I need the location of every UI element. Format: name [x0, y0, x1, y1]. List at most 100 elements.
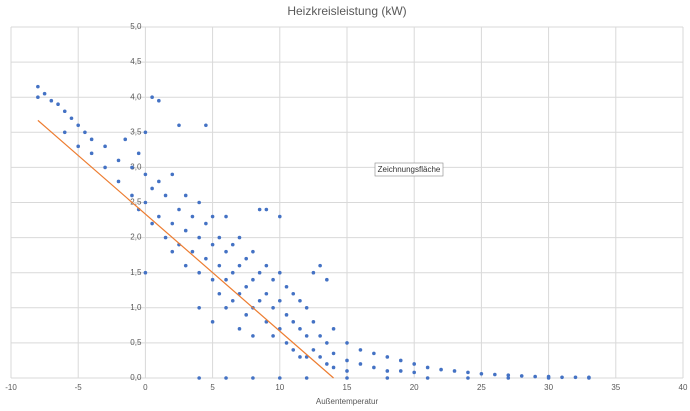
data-point	[69, 116, 74, 121]
data-point	[136, 151, 141, 156]
y-tick-label: 3,5	[130, 127, 142, 136]
data-point	[62, 130, 67, 135]
data-point	[425, 376, 430, 380]
data-point	[217, 263, 222, 268]
x-tick-label: 10	[275, 383, 284, 392]
data-point	[230, 298, 235, 303]
y-tick-label: 2,5	[130, 198, 142, 207]
data-point	[150, 186, 154, 191]
data-point	[103, 165, 107, 170]
x-tick-label: 30	[544, 383, 553, 392]
data-point	[210, 277, 215, 282]
data-point	[224, 306, 228, 310]
y-tick-label: 1,0	[130, 303, 142, 312]
data-point	[197, 235, 201, 240]
data-point	[257, 207, 262, 212]
data-point	[439, 367, 443, 372]
data-point	[479, 371, 484, 376]
x-tick-label: 35	[611, 383, 620, 392]
x-tick-label: -10	[5, 383, 17, 392]
data-point	[271, 334, 275, 338]
data-point	[345, 358, 349, 363]
data-point	[284, 284, 289, 289]
data-point	[170, 249, 175, 254]
tooltip: Zeichnungsfläche	[374, 162, 444, 177]
data-point	[237, 327, 242, 331]
x-tick-label: 0	[143, 383, 148, 392]
data-point	[157, 98, 161, 103]
data-point	[278, 214, 282, 219]
data-point	[345, 376, 349, 380]
y-tick-label: 0,0	[130, 373, 142, 382]
data-point	[49, 98, 54, 103]
data-point	[42, 91, 47, 96]
y-tick-label: 0,5	[130, 338, 142, 347]
data-point	[130, 193, 134, 198]
data-point	[325, 341, 329, 345]
data-point	[257, 298, 262, 303]
data-point	[466, 376, 470, 380]
data-point	[150, 95, 154, 99]
data-point	[103, 144, 107, 149]
data-point	[425, 365, 430, 370]
data-point	[264, 291, 269, 296]
data-point	[143, 130, 148, 135]
data-point	[116, 179, 121, 184]
data-point	[358, 348, 363, 352]
data-point	[251, 334, 255, 338]
data-point	[331, 351, 336, 356]
data-point	[298, 355, 302, 359]
data-point	[560, 375, 564, 380]
data-point	[210, 320, 215, 324]
data-point	[204, 221, 208, 226]
data-point	[224, 376, 228, 380]
data-point	[224, 277, 228, 282]
data-point	[318, 334, 322, 338]
data-point	[284, 341, 289, 345]
data-point	[157, 179, 161, 184]
data-point	[197, 200, 201, 205]
data-point	[519, 374, 524, 378]
data-point	[217, 291, 222, 296]
data-point	[83, 130, 87, 135]
x-tick-label: 20	[410, 383, 419, 392]
data-point	[298, 327, 302, 331]
data-point	[385, 355, 390, 359]
data-point	[345, 369, 349, 373]
data-point	[244, 284, 248, 289]
data-point	[123, 137, 128, 142]
data-point	[304, 376, 309, 380]
data-point	[304, 306, 309, 310]
data-point	[183, 228, 188, 233]
data-point	[183, 263, 188, 268]
data-point	[76, 144, 80, 149]
data-point	[230, 270, 235, 275]
data-point	[466, 370, 470, 375]
data-point	[311, 270, 316, 275]
data-point	[163, 193, 168, 198]
data-point	[56, 102, 60, 107]
data-point	[76, 123, 80, 128]
data-point	[398, 369, 403, 373]
data-point	[278, 376, 282, 380]
data-point	[237, 235, 242, 240]
y-tick-label: 2,0	[130, 233, 142, 242]
tooltip-text: Zeichnungsfläche	[378, 165, 441, 174]
data-point	[36, 95, 40, 99]
y-tick-label: 1,5	[130, 268, 142, 277]
data-point	[217, 235, 222, 240]
data-point	[143, 172, 148, 177]
data-point	[304, 334, 309, 338]
data-point	[587, 376, 591, 380]
data-point	[385, 369, 390, 373]
data-point	[298, 298, 302, 303]
data-point	[372, 351, 376, 356]
data-point	[177, 123, 181, 128]
data-point	[62, 109, 67, 114]
data-point	[190, 249, 195, 254]
data-point	[452, 369, 457, 373]
data-point	[224, 214, 228, 219]
data-point	[271, 306, 275, 310]
data-point	[493, 372, 497, 377]
